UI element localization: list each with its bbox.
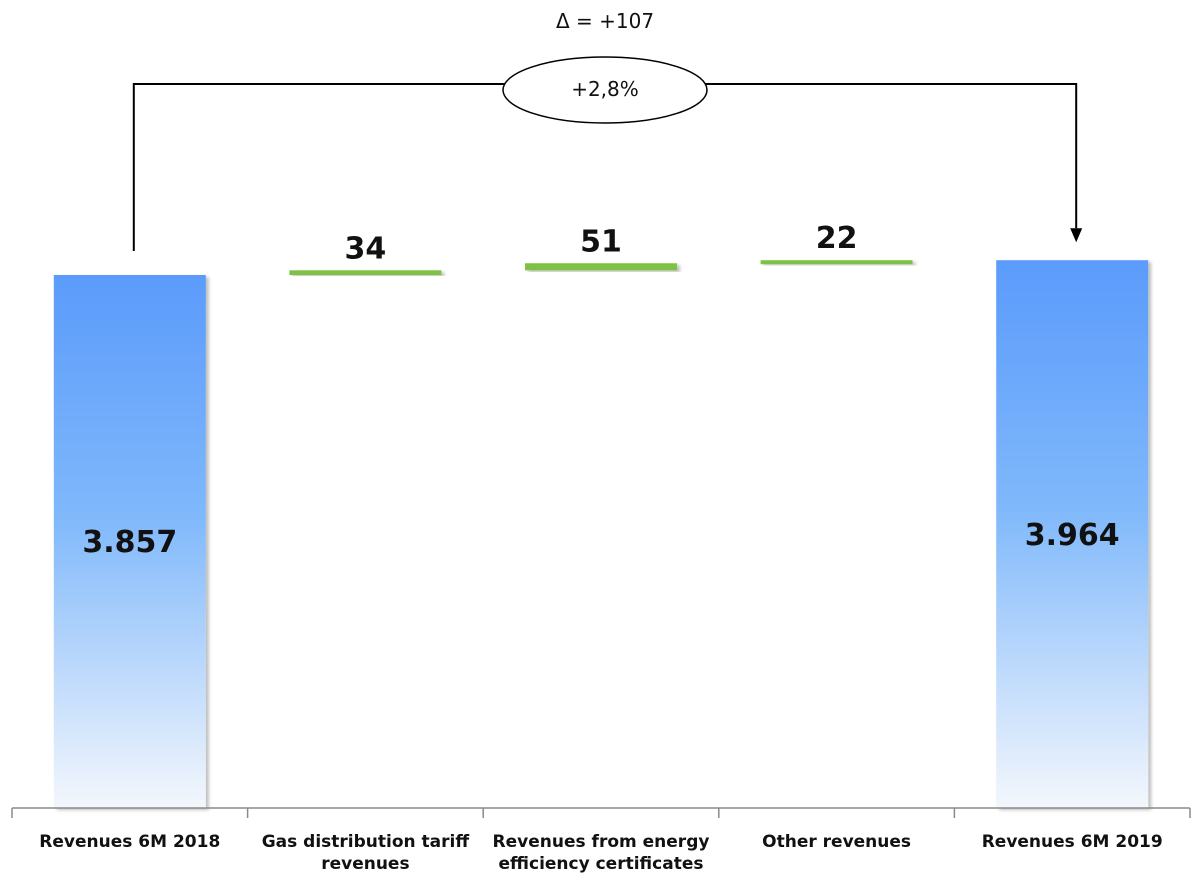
labels-group: 3.857 34 51 22 3.964 Revenues 6M 2018 Gas dist…	[39, 221, 1162, 874]
category-label: Revenues 6M 2019	[982, 832, 1163, 852]
category-label: Revenues 6M 2018	[39, 832, 220, 852]
bar-value-label: 34	[345, 231, 387, 266]
category-label: Gas distribution tariff revenues	[262, 832, 470, 874]
bar-increase	[289, 270, 442, 275]
category-label: Revenues from energy efficiency certifica…	[493, 832, 710, 874]
bar-value-label: 3.857	[82, 525, 177, 560]
delta-label: Δ = +107	[556, 9, 654, 33]
percent-change-label: +2,8%	[571, 77, 639, 101]
bar-increase	[760, 260, 913, 265]
bar-value-label: 3.964	[1025, 518, 1120, 553]
connector-arrowhead	[1070, 228, 1083, 243]
bar-increase	[525, 263, 677, 271]
bar-value-label: 51	[580, 224, 622, 259]
bars-group	[53, 260, 1149, 808]
delta-connector: +2,8% Δ = +107	[132, 9, 1083, 251]
bar-total-start	[53, 275, 206, 808]
bar-value-label: 22	[816, 221, 858, 256]
bar-total-end	[996, 260, 1149, 808]
percent-change-ellipse	[502, 56, 708, 124]
x-axis	[11, 807, 1191, 818]
category-label: Other revenues	[762, 832, 911, 852]
